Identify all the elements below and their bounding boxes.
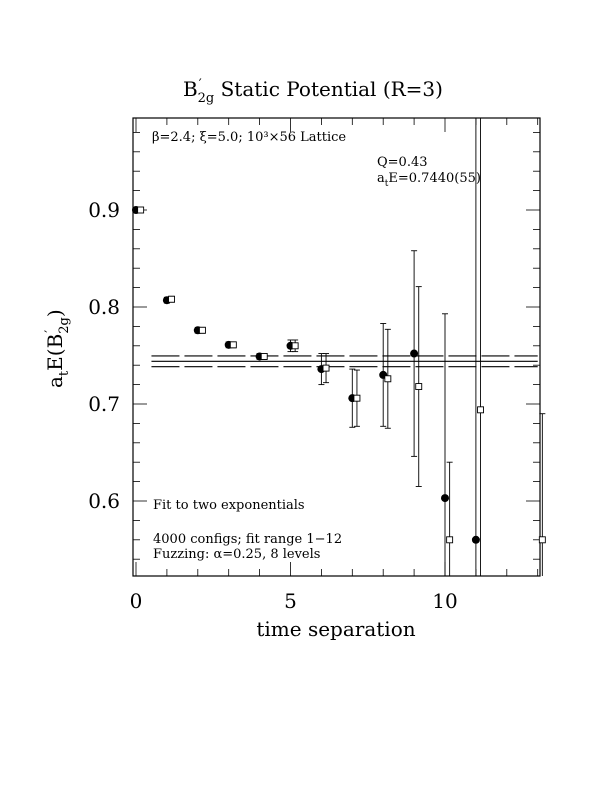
x-tick-label: 5 [284, 589, 297, 613]
data-point-square [137, 206, 145, 214]
energy-annotation-post: E=0.7440(55) [388, 171, 481, 186]
data-point-square [291, 342, 299, 350]
data-point-square [353, 394, 361, 402]
data-point-square [538, 536, 546, 544]
data-point-square [384, 375, 392, 383]
data-points [132, 118, 546, 576]
plot-frame [132, 117, 541, 577]
y-tick-label: 0.8 [88, 295, 120, 319]
x-tick-label: 0 [130, 589, 143, 613]
x-axis-label: time separation [256, 617, 415, 641]
data-point-square [322, 364, 330, 372]
y-tick-label: 0.7 [88, 392, 120, 416]
fit-band [151, 355, 538, 368]
data-point-circle [471, 535, 480, 544]
q-annotation: Q=0.43 [377, 155, 428, 170]
configs-annotation: 4000 configs; fit range 1−12 [153, 532, 342, 547]
y-tick-label: 0.6 [88, 489, 120, 513]
energy-annotation: atE=0.7440(55) [377, 171, 481, 189]
y-tick-label: 0.9 [88, 198, 120, 222]
axis-tick-labels: 0 5 10 0.6 0.7 0.8 0.9 [88, 198, 458, 613]
chart-title-rest: Static Potential (R=3) [214, 77, 443, 101]
x-tick-label: 10 [432, 589, 457, 613]
data-point-square [260, 353, 268, 360]
data-point-square [168, 295, 175, 303]
energy-annotation-pre: a [377, 171, 385, 186]
data-point-circle [410, 349, 419, 358]
chart-title-main: B [183, 77, 198, 101]
fit-type-annotation: Fit to two exponentials [153, 498, 305, 513]
y-axis-label-main: a [43, 376, 67, 388]
chart-title-sub: 2g [198, 91, 215, 106]
y-axis-label-mid: E(B [43, 334, 67, 371]
y-axis-label-sub: t [57, 370, 72, 376]
data-point-square [415, 383, 423, 390]
data-point-square [477, 406, 484, 414]
lattice-annotation: β=2.4; ξ=5.0; 10³×56 Lattice [152, 130, 346, 145]
y-axis-label-sub2: 2g [57, 317, 72, 334]
y-axis-label: atE(B′2g) [43, 309, 72, 388]
chart-title: B′ 2g Static Potential (R=3) [183, 77, 443, 106]
data-point-square [229, 341, 237, 349]
y-axis-label-end: ) [43, 309, 67, 317]
energy-annotation-sub: t [385, 179, 389, 189]
fuzzing-annotation: Fuzzing: α=0.25, 8 levels [153, 547, 320, 562]
axis-ticks [133, 118, 540, 576]
data-point-square [446, 536, 454, 544]
data-point-circle [441, 494, 449, 503]
data-point-square [198, 326, 206, 334]
